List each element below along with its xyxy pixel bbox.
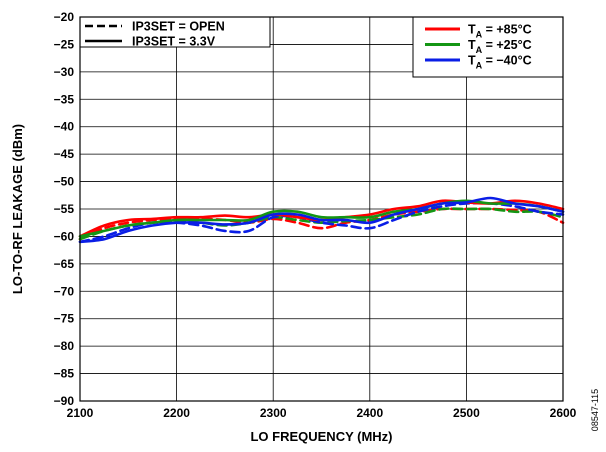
legend-mode-label: IP3SET = OPEN (132, 20, 225, 34)
plot-frame (79, 16, 564, 402)
series-line-open (78, 207, 565, 241)
series-line-3v3 (78, 199, 565, 238)
x-tick-label: 2500 (453, 406, 480, 420)
x-axis-title: LO FREQUENCY (MHz) (250, 429, 392, 444)
y-tick-label: −50 (54, 175, 75, 189)
y-tick-label: −30 (54, 65, 75, 79)
legend-mode-label: IP3SET = 3.3V (132, 35, 216, 49)
y-tick-label: −90 (54, 394, 75, 408)
legend-temp-label: TA = +85°C (468, 23, 532, 40)
x-tick-label: 2600 (550, 406, 577, 420)
y-tick-label: −25 (54, 37, 75, 51)
y-axis-title: LO-TO-RF LEAKAGE (dBm) (10, 124, 25, 294)
y-tick-label: −40 (54, 120, 75, 134)
y-tick-label: −75 (54, 312, 75, 326)
series-line-3v3 (78, 199, 565, 238)
tick-labels: −20 −25 −30 −35 −40 −45 −50 −55 −60 −65 −70 −75 −80 −… (54, 10, 577, 420)
y-tick-label: −85 (54, 367, 75, 381)
figure-id: 08547-115 (590, 389, 600, 431)
y-tick-label: −35 (54, 92, 75, 106)
y-tick-label: −60 (54, 229, 75, 243)
legend-temp-label: TA = +25°C (468, 38, 532, 55)
x-tick-label: 2300 (260, 406, 287, 420)
data-series (78, 196, 565, 244)
x-tick-label: 2100 (67, 406, 94, 420)
x-tick-label: 2200 (163, 406, 190, 420)
x-tick-label: 2400 (356, 406, 383, 420)
y-tick-label: −45 (54, 147, 75, 161)
y-tick-label: −80 (54, 339, 75, 353)
y-tick-label: −70 (54, 284, 75, 298)
y-tick-label: −65 (54, 257, 75, 271)
legend-temp-label: TA = −40°C (468, 54, 532, 71)
y-tick-label: −20 (54, 10, 75, 24)
series-line-3v3 (78, 196, 565, 244)
y-tick-label: −55 (54, 202, 75, 216)
legend-temperature: TA = +85°CTA = +25°CTA = −40°C (412, 16, 564, 78)
